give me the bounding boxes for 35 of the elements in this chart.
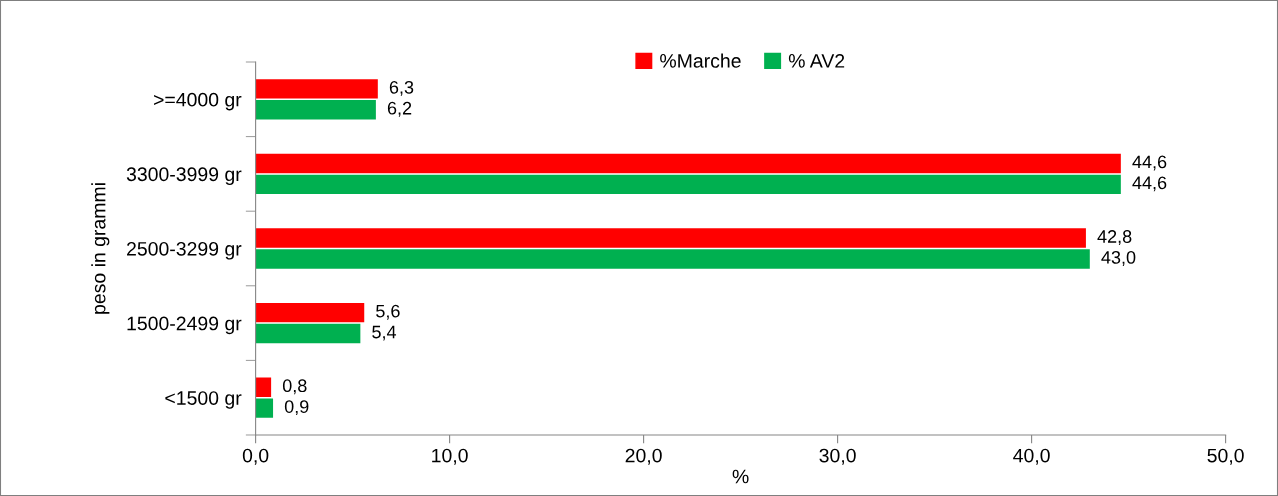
data-label: 44,6 [1132, 155, 1167, 171]
legend-label: %Marche [660, 53, 741, 68]
bar [255, 323, 361, 344]
y-tick-label: 3300-3999 gr [126, 167, 242, 185]
legend-label: % AV2 [788, 54, 845, 68]
y-tick-label: <1500 gr [165, 391, 242, 409]
y-tick-label: 2500-3299 gr [127, 241, 242, 260]
data-label: 0,9 [284, 400, 309, 416]
data-label: 42,8 [1097, 230, 1132, 246]
x-tick-label: 20,0 [625, 448, 662, 465]
data-label: 0,8 [282, 379, 307, 395]
x-tick-label: 10,0 [432, 448, 468, 465]
x-tick-label: 40,0 [1013, 448, 1050, 465]
y-tick-label: 1500-2499 gr [127, 316, 242, 335]
x-tick-label: 50,0 [1207, 448, 1244, 465]
bar [255, 79, 378, 99]
x-axis-title: % [732, 469, 749, 484]
bar [255, 302, 365, 323]
bar [255, 249, 1090, 269]
data-label: 44,6 [1132, 176, 1167, 192]
bar [255, 377, 272, 397]
bar [255, 228, 1086, 248]
data-label: 6,3 [389, 80, 414, 96]
data-label: 5,6 [376, 304, 400, 320]
data-label: 43,0 [1101, 251, 1136, 266]
data-label: 6,2 [387, 101, 412, 117]
x-tick-label: 0,0 [242, 448, 269, 465]
bar [255, 174, 1121, 195]
bar [255, 398, 274, 418]
y-tick-label: >=4000 gr [154, 92, 242, 111]
bar [255, 100, 376, 120]
bar [255, 153, 1121, 174]
y-axis-title: peso in grammi [91, 183, 110, 314]
data-label: 5,4 [372, 325, 397, 341]
x-tick-label: 30,0 [819, 448, 856, 465]
